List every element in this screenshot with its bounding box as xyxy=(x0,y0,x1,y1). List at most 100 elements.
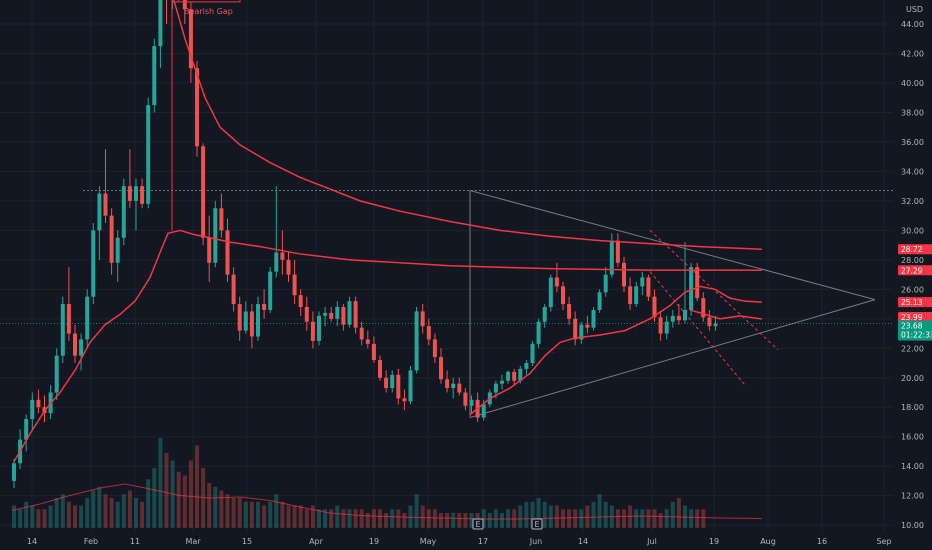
volume-bar xyxy=(115,501,120,528)
volume-bar xyxy=(548,505,553,528)
volume-bar xyxy=(188,460,193,528)
price-tick-label: 42.00 xyxy=(901,49,924,58)
volume-bar xyxy=(579,509,584,528)
candle-body xyxy=(24,419,29,440)
volume-bar xyxy=(414,494,419,528)
price-tick-label: 30.00 xyxy=(901,226,924,235)
price-badge[interactable]: 27.29 xyxy=(898,265,932,275)
price-badge[interactable]: 23.99 xyxy=(898,311,932,322)
candle-body xyxy=(378,360,382,378)
ma-short-line xyxy=(689,309,763,320)
candle-body xyxy=(707,317,712,327)
price-tick-label: 14.00 xyxy=(901,462,924,471)
volume-bar xyxy=(286,505,291,528)
triangle-lower-line xyxy=(469,299,876,419)
price-tick-label: 44.00 xyxy=(901,20,924,29)
volume-bar xyxy=(634,509,639,528)
volume-bar xyxy=(445,513,450,528)
price-tick-label: 36.00 xyxy=(901,138,924,147)
candle-body xyxy=(567,304,572,319)
price-tick-label: 40.00 xyxy=(901,79,924,88)
volume-bar xyxy=(536,498,541,528)
time-axis[interactable]: 14 Feb 11 Mar 15 Apr 19 May 17 Jun 14 Jul 19 Aug 16 Sep xyxy=(27,537,892,546)
price-tick-label: 18.00 xyxy=(901,403,924,412)
volume-bar xyxy=(420,505,425,528)
volume-bar xyxy=(298,505,303,528)
volume-bar xyxy=(384,513,389,528)
candle-body xyxy=(615,240,620,263)
candle-body xyxy=(591,309,596,328)
candle-body xyxy=(286,259,291,275)
price-badge[interactable]: 25.13 xyxy=(898,297,932,307)
candle-body xyxy=(36,399,41,408)
volume-bar xyxy=(30,505,35,528)
candle-body xyxy=(225,230,230,275)
volume-bar xyxy=(524,501,529,528)
volume-bar xyxy=(390,509,395,528)
time-tick-label: Jun xyxy=(529,537,543,546)
volume-bar xyxy=(585,505,590,528)
candle-body xyxy=(85,296,90,340)
volume-bar xyxy=(652,509,657,528)
candle-body xyxy=(579,324,584,340)
volume-bar xyxy=(432,509,437,528)
price-badge-label: 23.68 xyxy=(901,322,923,331)
volume-bar xyxy=(304,509,309,528)
candle-body xyxy=(390,374,395,389)
ma-fast-line xyxy=(13,229,763,463)
candle-body xyxy=(585,324,590,328)
price-badge[interactable]: 28.72 xyxy=(898,244,932,254)
candle-body xyxy=(695,267,700,299)
time-tick-label: 19 xyxy=(369,537,379,546)
time-tick-label: May xyxy=(420,537,437,546)
price-tick-label: 38.00 xyxy=(901,108,924,117)
volume-bar xyxy=(664,509,669,528)
candle-body xyxy=(274,252,279,272)
earnings-event-marker[interactable] xyxy=(531,518,543,530)
candle-body xyxy=(518,368,523,381)
candle-body xyxy=(140,186,145,204)
candle-body xyxy=(439,357,443,380)
volume-bar xyxy=(176,471,181,528)
volume-bar xyxy=(554,505,559,528)
candle-body xyxy=(396,374,401,399)
candle-body xyxy=(304,307,309,322)
candle-body xyxy=(134,186,138,201)
volume-bar xyxy=(628,505,633,528)
volume-bar xyxy=(561,509,565,528)
ma-mid-line xyxy=(469,285,763,416)
volume-bar xyxy=(249,501,254,528)
candle-body xyxy=(219,208,224,231)
volume-bar xyxy=(542,501,547,528)
time-tick-label: 14 xyxy=(27,537,37,546)
volume-bar xyxy=(85,498,90,528)
candle-body xyxy=(463,392,468,406)
candle-body xyxy=(713,323,718,327)
candle-body xyxy=(414,311,419,371)
volume-bar xyxy=(365,513,370,528)
volume-bar xyxy=(262,505,267,528)
candle-body xyxy=(445,379,450,389)
candle-body xyxy=(359,327,364,340)
earnings-event-marker[interactable] xyxy=(472,518,484,530)
volume-bar xyxy=(280,501,285,528)
candle-body xyxy=(54,355,59,393)
candle-body xyxy=(115,237,120,263)
volume-bar xyxy=(500,513,504,528)
candle-body xyxy=(262,304,267,310)
volume-bar xyxy=(451,513,456,528)
volume-bar xyxy=(109,498,114,528)
candle-body xyxy=(237,304,242,331)
volume-bar xyxy=(97,486,102,528)
time-tick-label: 14 xyxy=(578,537,588,546)
candle-body xyxy=(597,292,602,310)
time-tick-label: Jul xyxy=(646,537,657,546)
candle-body xyxy=(609,240,614,275)
candle-body xyxy=(243,311,248,331)
volume-bar xyxy=(66,501,71,528)
volume-bar xyxy=(329,509,334,528)
price-axis[interactable]: 10.0012.0014.0016.0018.0020.0022.0024.00… xyxy=(898,20,932,530)
grid-lines xyxy=(0,0,893,532)
